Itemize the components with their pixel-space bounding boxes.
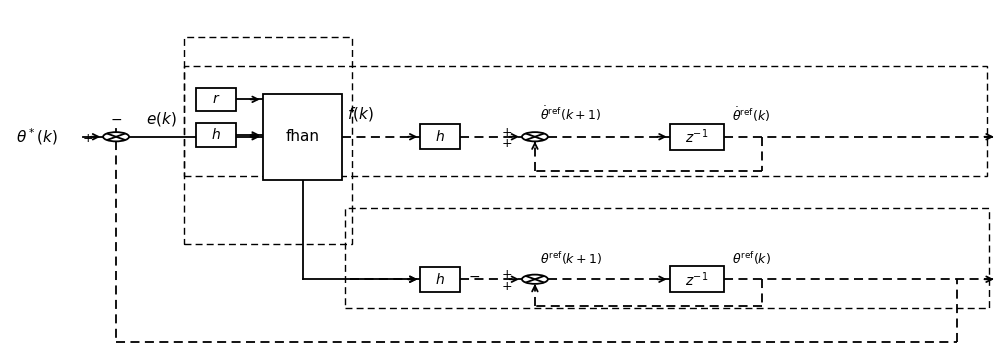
Circle shape — [522, 132, 548, 141]
Bar — [670, 266, 724, 292]
Text: $+$: $+$ — [82, 132, 93, 145]
Bar — [670, 124, 724, 150]
Text: $\dot{\theta}^{\mathrm{ref}}(k)$: $\dot{\theta}^{\mathrm{ref}}(k)$ — [732, 106, 770, 124]
Text: $\theta^*(k)$: $\theta^*(k)$ — [16, 126, 58, 147]
Text: $\theta^{\mathrm{ref}}(k+1)$: $\theta^{\mathrm{ref}}(k+1)$ — [540, 250, 602, 267]
Text: $r$: $r$ — [212, 92, 220, 106]
Bar — [263, 94, 342, 180]
Text: $e(k)$: $e(k)$ — [146, 110, 176, 128]
Text: $h$: $h$ — [211, 127, 221, 143]
Text: fhan: fhan — [286, 129, 320, 144]
Bar — [184, 65, 987, 176]
Text: $h$: $h$ — [435, 272, 445, 287]
Text: $f(k)$: $f(k)$ — [347, 104, 374, 122]
Text: $+$: $+$ — [501, 280, 512, 293]
Text: $z^{-1}$: $z^{-1}$ — [685, 270, 709, 289]
Text: $+$: $+$ — [501, 269, 512, 281]
Bar — [345, 208, 989, 308]
Text: $+$: $+$ — [501, 137, 512, 150]
Bar — [196, 123, 236, 146]
Text: $\dot{\theta}^{\mathrm{ref}}(k+1)$: $\dot{\theta}^{\mathrm{ref}}(k+1)$ — [540, 105, 601, 123]
Text: $+$: $+$ — [501, 126, 512, 139]
Text: $-$: $-$ — [468, 269, 480, 283]
Text: $\theta^{\mathrm{ref}}(k)$: $\theta^{\mathrm{ref}}(k)$ — [732, 251, 771, 267]
Circle shape — [522, 275, 548, 284]
Text: $z^{-1}$: $z^{-1}$ — [685, 127, 709, 146]
Bar — [420, 267, 460, 292]
Bar — [184, 37, 352, 244]
Text: $h$: $h$ — [435, 129, 445, 144]
Circle shape — [103, 132, 129, 141]
Text: $-$: $-$ — [110, 112, 122, 126]
Bar — [420, 124, 460, 149]
Bar — [196, 88, 236, 111]
